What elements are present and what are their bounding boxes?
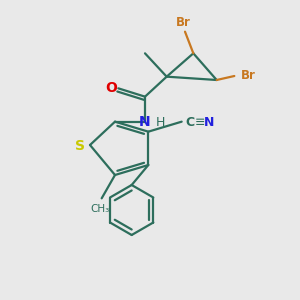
Text: O: O — [105, 81, 117, 95]
Text: CH₃: CH₃ — [90, 204, 110, 214]
Text: N: N — [139, 115, 150, 129]
Text: ≡: ≡ — [194, 116, 205, 129]
Text: S: S — [75, 139, 85, 153]
Text: C: C — [185, 116, 194, 129]
Text: H: H — [156, 116, 165, 129]
Text: N: N — [204, 116, 215, 129]
Text: Br: Br — [176, 16, 191, 29]
Text: Br: Br — [241, 68, 256, 82]
